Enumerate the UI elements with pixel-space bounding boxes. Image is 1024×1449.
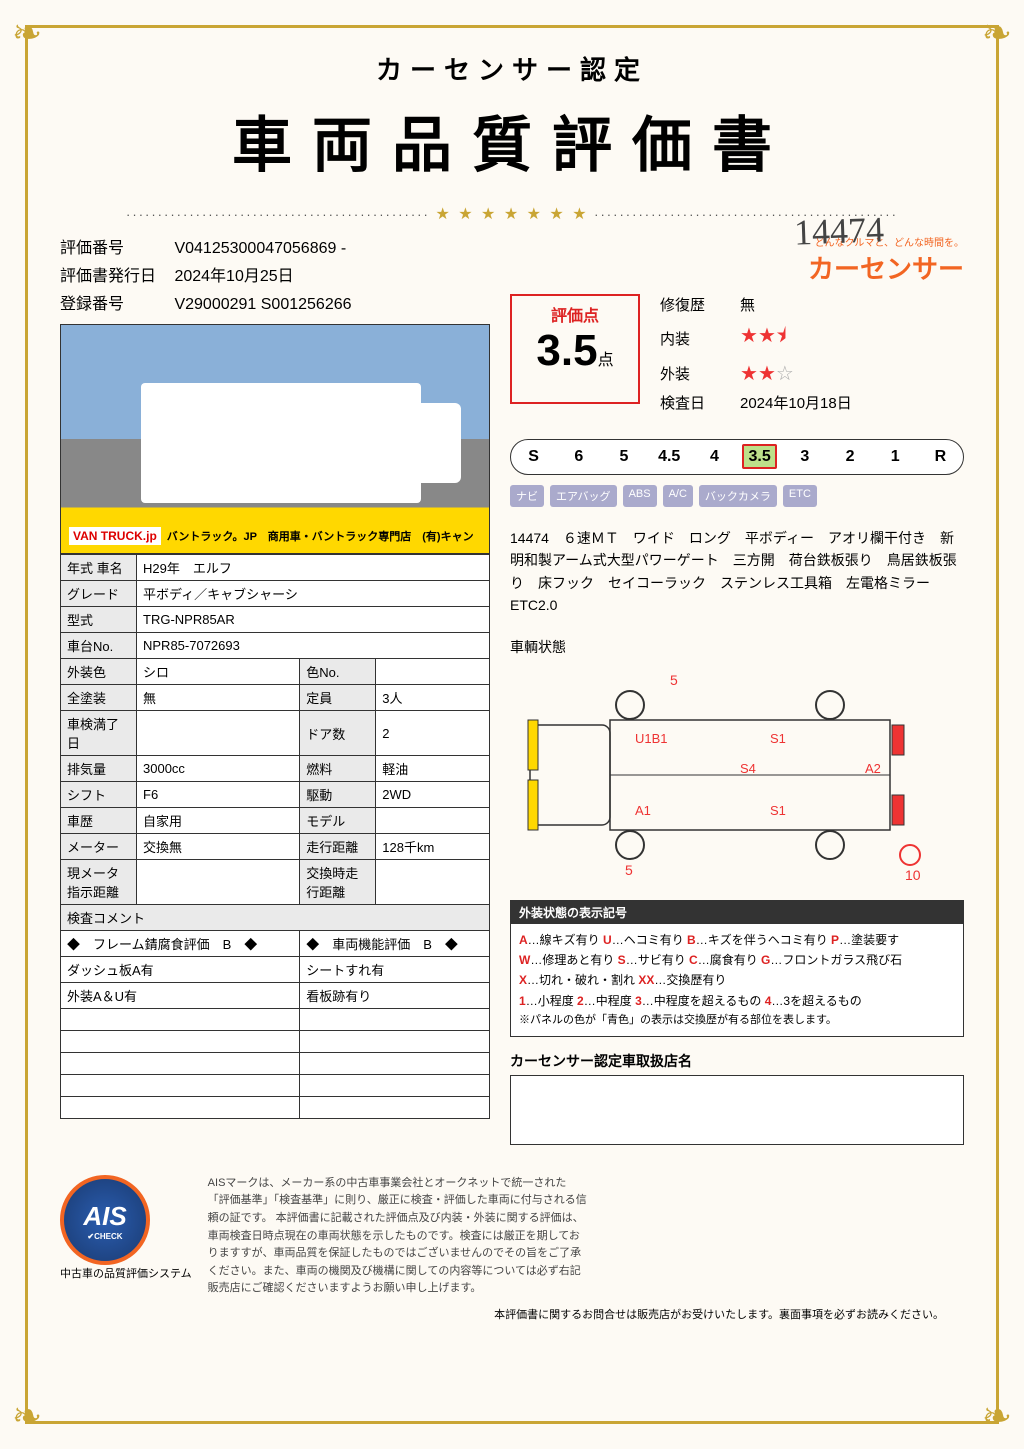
footer-note: 本評価書に関するお問合せは販売店がお受けいたします。裏面事項を必ずお読みください… xyxy=(40,1306,984,1322)
eval-no-label: 評価番号 xyxy=(60,234,170,258)
svg-text:S4: S4 xyxy=(740,761,756,776)
corner-tr-icon: ❧ xyxy=(982,12,1012,54)
vehicle-photo: VAN TRUCK.jp バントラック。JP 商用車・バントラック専門店 (有)… xyxy=(60,324,490,554)
dealer-title: カーセンサー認定車取扱店名 xyxy=(510,1051,964,1071)
reg-no-row: 登録番号 V29000291 S001256266 xyxy=(60,290,490,314)
svg-text:S1: S1 xyxy=(770,803,786,818)
interior-label: 内装 xyxy=(660,328,740,349)
spec-table: 年式 車名H29年 エルフグレード平ボディ／キャブシャーシ型式TRG-NPR85… xyxy=(60,554,490,1119)
feature-badge: ETC xyxy=(783,485,817,507)
svg-text:U1B1: U1B1 xyxy=(635,731,668,746)
scale-cell: 2 xyxy=(827,448,872,466)
feature-badge: A/C xyxy=(663,485,693,507)
score-box: 評価点 3.5点 xyxy=(510,294,640,404)
score-value: 3.5 xyxy=(536,326,597,375)
legend-header: 外装状態の表示記号 xyxy=(511,901,963,924)
dealer-box xyxy=(510,1075,964,1145)
scale-cell: 1 xyxy=(873,448,918,466)
photo-banner: VAN TRUCK.jp バントラック。JP 商用車・バントラック専門店 (有)… xyxy=(61,519,489,553)
brand-area: どんなクルマと、どんな時間を。 カーセンサー xyxy=(510,234,964,286)
scale-cell: 5 xyxy=(601,448,646,466)
description: 14474 ６速ＭＴ ワイド ロング 平ボディー アオリ欄干付き 新明和製アーム… xyxy=(510,527,964,617)
svg-text:5: 5 xyxy=(670,672,678,688)
subtitle: カーセンサー認定 xyxy=(40,50,984,87)
score-unit: 点 xyxy=(598,352,614,369)
scale-cell: 4.5 xyxy=(647,448,692,466)
feature-badge: ABS xyxy=(623,485,657,507)
brand-name: カーセンサー xyxy=(510,249,964,286)
svg-text:5: 5 xyxy=(625,862,633,878)
corner-bl-icon: ❧ xyxy=(12,1395,42,1437)
feature-badges: ナビエアバッグ ABS A/C バックカメラ ETC xyxy=(510,485,964,507)
banner-text: バントラック。JP 商用車・バントラック専門店 (有)キャン xyxy=(167,528,474,544)
ais-check: ✔CHECK xyxy=(64,1232,146,1241)
eval-no-value: V04125300047056869 - xyxy=(174,240,346,257)
repair-label: 修復歴 xyxy=(660,294,740,315)
reg-no-value: V29000291 S001256266 xyxy=(174,296,351,313)
main-title: 車両品質評価書 xyxy=(40,97,984,184)
footer-text: AISマークは、メーカー系の中古車事業会社とオークネットで統一された「評価基準」… xyxy=(208,1175,588,1298)
issue-date-label: 評価書発行日 xyxy=(60,262,170,286)
corner-tl-icon: ❧ xyxy=(12,12,42,54)
scale-cell: 4 xyxy=(692,448,737,466)
feature-badge: バックカメラ xyxy=(699,485,777,507)
feature-badge: ナビ xyxy=(510,485,544,507)
vehicle-diagram: 5 U1B1 S1 S4 A2 A1 S1 5 10 xyxy=(510,665,930,885)
exterior-label: 外装 xyxy=(660,363,740,384)
vantruck-logo: VAN TRUCK.jp xyxy=(69,527,161,545)
svg-text:S1: S1 xyxy=(770,731,786,746)
scale-cell: 6 xyxy=(556,448,601,466)
exterior-stars: ★★☆ xyxy=(740,361,794,386)
inspect-date: 2024年10月18日 xyxy=(740,392,852,413)
document-header: カーセンサー認定 車両品質評価書 xyxy=(40,50,984,184)
scale-cell: 3 xyxy=(782,448,827,466)
scale-cell: R xyxy=(918,448,963,466)
repair-value: 無 xyxy=(740,294,755,315)
issue-date-value: 2024年10月25日 xyxy=(174,268,293,285)
ais-text: AIS xyxy=(64,1201,146,1232)
inspect-label: 検査日 xyxy=(660,392,740,413)
svg-text:A2: A2 xyxy=(865,761,881,776)
reg-no-label: 登録番号 xyxy=(60,290,170,314)
ais-badge-icon: AIS ✔CHECK xyxy=(60,1175,150,1265)
diagram-title: 車輌状態 xyxy=(510,637,964,657)
score-header: 評価点 xyxy=(512,302,638,326)
truck-icon xyxy=(141,383,421,503)
ais-label: 中古車の品質評価システム xyxy=(60,1265,192,1281)
rating-scale: S654.543.5321R xyxy=(510,439,964,475)
svg-text:A1: A1 xyxy=(635,803,651,818)
score-meta: 修復歴 無 内装 ★★⯨ 外装 ★★☆ 検査日 2024年10月18日 xyxy=(660,294,964,419)
interior-stars: ★★⯨ xyxy=(740,321,786,355)
legend-body: A…線キズ有り U…ヘコミ有り B…キズを伴うヘコミ有り P…塗装要すW…修理あ… xyxy=(511,924,963,1036)
scale-cell: S xyxy=(511,448,556,466)
corner-br-icon: ❧ xyxy=(982,1395,1012,1437)
eval-no-row: 評価番号 V04125300047056869 - xyxy=(60,234,490,258)
scale-cell: 3.5 xyxy=(737,448,782,466)
feature-badge: エアバッグ xyxy=(550,485,617,507)
handwritten-number: 14474 xyxy=(793,208,884,253)
svg-text:10: 10 xyxy=(905,867,921,883)
issue-date-row: 評価書発行日 2024年10月25日 xyxy=(60,262,490,286)
brand-tagline: どんなクルマと、どんな時間を。 xyxy=(510,234,964,249)
legend-box: 外装状態の表示記号 A…線キズ有り U…ヘコミ有り B…キズを伴うヘコミ有り P… xyxy=(510,900,964,1037)
